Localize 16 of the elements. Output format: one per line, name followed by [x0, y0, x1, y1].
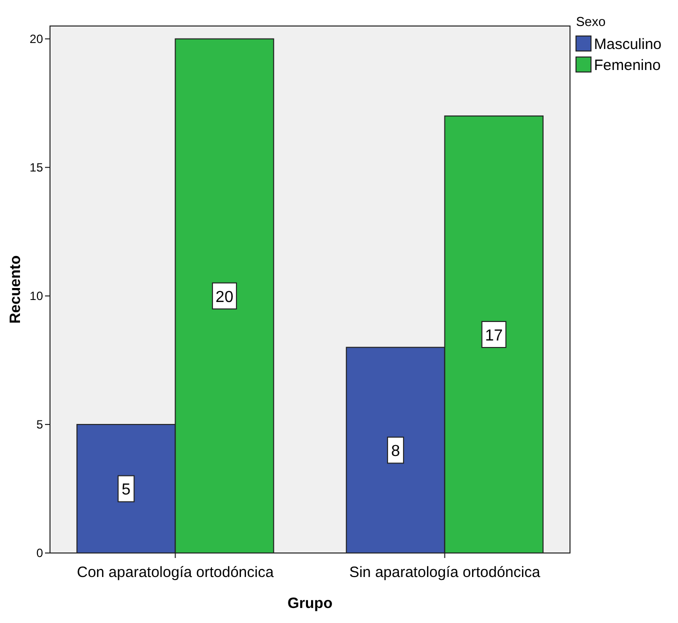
y-tick-label: 15 — [30, 160, 44, 175]
x-tick-label: Con aparatología ortodóncica — [76, 564, 274, 581]
data-label: 5 — [122, 482, 131, 499]
y-tick-label: 0 — [36, 546, 44, 560]
legend-title: Sexo — [576, 14, 606, 29]
x-tick-label: Sin aparatología ortodóncica — [349, 564, 541, 581]
data-label: 17 — [484, 327, 503, 344]
x-axis-title: Grupo — [288, 595, 332, 612]
y-tick-label: 10 — [30, 289, 44, 304]
data-label: 20 — [216, 288, 234, 306]
y-tick-label: 20 — [30, 32, 44, 46]
y-tick-label: 5 — [36, 418, 44, 432]
data-label: 8 — [391, 443, 400, 460]
legend-label: Femenino — [594, 57, 661, 74]
y-axis-title: Recuento — [7, 255, 24, 324]
legend-label: Masculino — [594, 36, 662, 53]
